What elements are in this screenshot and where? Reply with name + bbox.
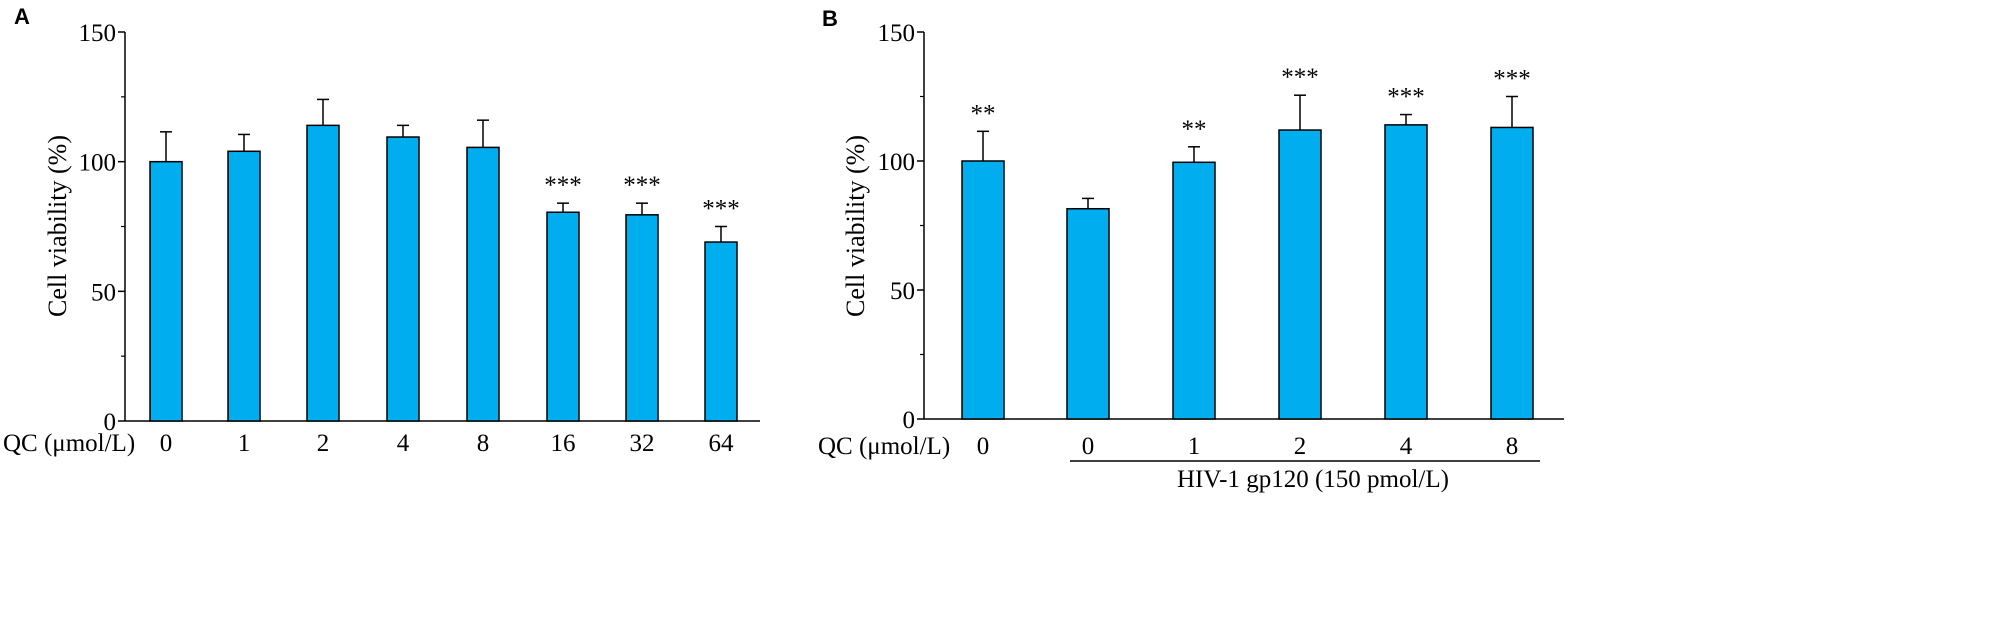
bar [149,160,183,422]
x-tick-label: 1 [238,430,251,457]
y-tick-label: 50 [890,278,915,305]
x-tick-label: 2 [1294,433,1307,460]
group-label: HIV-1 gp120 (150 pmol/L) [1177,466,1449,493]
y-tick-label: 50 [91,279,116,306]
bar [546,211,580,422]
x-tick-label: 1 [1188,433,1201,460]
x-tick-label: 0 [977,433,990,460]
y-axis-label: Cell viability (%) [43,135,72,317]
bar [704,241,738,422]
significance-label: ** [1182,116,1207,143]
significance-label: *** [544,172,582,199]
x-tick-label: 0 [160,430,173,457]
bar [625,214,659,422]
x-tick-label: 8 [477,430,490,457]
y-tick-label: 0 [104,409,117,436]
x-tick-label: 32 [630,430,655,457]
y-axis-label: Cell viability (%) [841,135,870,317]
significance-label: *** [1493,66,1531,93]
y-tick-label: 100 [79,150,117,177]
x-tick-label: 8 [1506,433,1519,460]
bar [227,150,261,422]
significance-label: ** [971,100,996,127]
bar [306,124,340,422]
bar [1490,126,1534,420]
bar [1172,161,1216,420]
bar [1384,124,1428,420]
y-tick-label: 0 [903,407,916,434]
x-tick-label: 2 [317,430,330,457]
panel-label: A [14,4,30,29]
x-axis-label: QC (μmol/L) [3,430,135,457]
bar [1066,207,1110,420]
x-tick-label: 4 [397,430,410,457]
x-axis-label: QC (μmol/L) [818,433,950,460]
x-tick-label: 4 [1400,433,1413,460]
bar [466,146,500,422]
significance-label: *** [702,196,740,223]
y-tick-label: 150 [79,20,117,47]
bar [386,136,420,422]
x-tick-label: 64 [709,430,735,457]
y-tick-label: 100 [878,149,916,176]
panel-label: B [822,6,838,31]
significance-label: *** [623,172,661,199]
y-tick-label: 150 [878,20,916,47]
bar [1278,129,1322,420]
significance-label: *** [1387,84,1425,111]
x-tick-label: 16 [551,430,576,457]
x-tick-label: 0 [1082,433,1095,460]
significance-label: *** [1281,64,1319,91]
bar [961,160,1005,420]
